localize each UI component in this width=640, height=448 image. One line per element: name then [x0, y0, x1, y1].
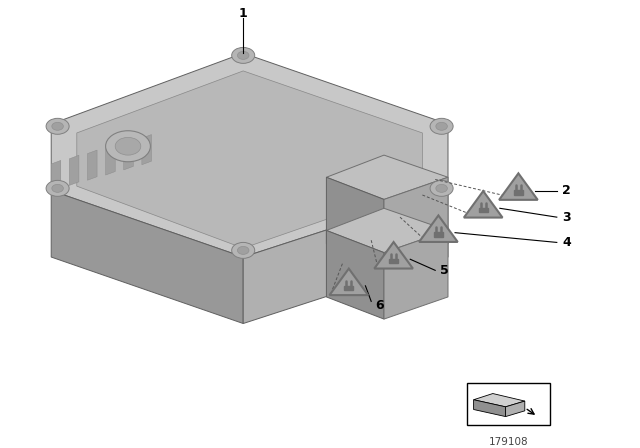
Text: 2: 2 [562, 184, 571, 197]
Polygon shape [124, 140, 133, 170]
Circle shape [237, 52, 249, 60]
Polygon shape [326, 230, 384, 319]
Circle shape [436, 122, 447, 130]
Polygon shape [69, 155, 79, 185]
Polygon shape [384, 230, 448, 319]
Text: 4: 4 [562, 236, 571, 249]
Polygon shape [474, 400, 506, 417]
Polygon shape [330, 269, 368, 295]
Polygon shape [506, 401, 525, 417]
Circle shape [52, 122, 63, 130]
Polygon shape [51, 160, 61, 190]
Polygon shape [384, 177, 448, 266]
Circle shape [436, 185, 447, 192]
Circle shape [237, 246, 249, 254]
Polygon shape [474, 393, 525, 407]
Circle shape [430, 181, 453, 196]
FancyBboxPatch shape [467, 383, 550, 426]
Circle shape [115, 138, 141, 155]
Polygon shape [142, 134, 152, 165]
Polygon shape [243, 190, 448, 323]
Text: 1: 1 [239, 7, 248, 20]
Polygon shape [326, 177, 384, 266]
Circle shape [46, 181, 69, 196]
Polygon shape [326, 208, 448, 253]
Polygon shape [77, 71, 422, 248]
Polygon shape [88, 150, 97, 180]
Text: 5: 5 [440, 264, 449, 277]
Text: 6: 6 [375, 299, 384, 312]
Circle shape [106, 131, 150, 162]
FancyBboxPatch shape [344, 286, 353, 290]
Polygon shape [326, 155, 448, 199]
Circle shape [232, 47, 255, 63]
Polygon shape [51, 190, 243, 323]
FancyBboxPatch shape [514, 190, 523, 194]
Polygon shape [419, 215, 458, 242]
Text: 179108: 179108 [489, 436, 529, 447]
Polygon shape [499, 173, 538, 200]
Polygon shape [464, 191, 502, 218]
Polygon shape [106, 145, 115, 175]
Polygon shape [374, 242, 413, 268]
Polygon shape [51, 53, 448, 257]
Text: 3: 3 [562, 211, 571, 224]
Circle shape [232, 242, 255, 258]
FancyBboxPatch shape [479, 208, 488, 212]
Circle shape [52, 185, 63, 192]
FancyBboxPatch shape [389, 259, 398, 263]
FancyBboxPatch shape [434, 233, 443, 237]
Circle shape [430, 118, 453, 134]
Circle shape [46, 118, 69, 134]
